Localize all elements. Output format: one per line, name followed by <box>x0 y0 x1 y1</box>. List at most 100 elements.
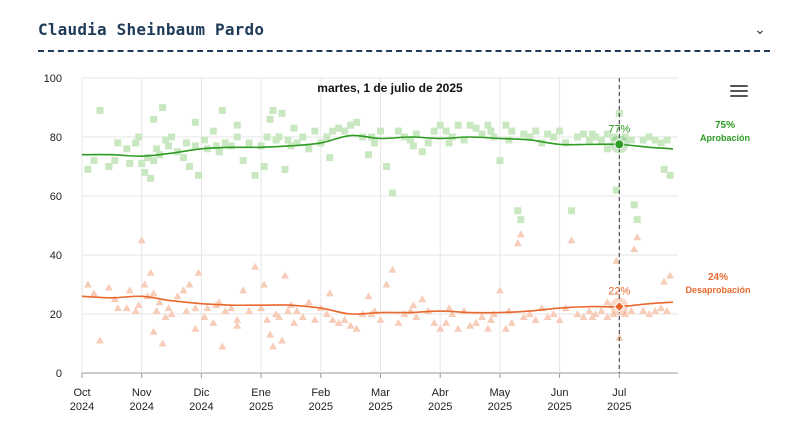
disapproval-point <box>245 307 254 315</box>
chevron-down-icon[interactable]: ⌄ <box>754 22 766 38</box>
disapproval-point <box>227 304 236 312</box>
disapproval-point <box>149 289 158 297</box>
disapproval-point <box>483 324 492 332</box>
approval-point <box>490 133 498 141</box>
disapproval-point <box>185 280 194 288</box>
x-tick-label-year: 2025 <box>607 401 631 413</box>
x-tick-label: May <box>490 387 511 399</box>
disapproval-point <box>134 301 143 309</box>
approval-point <box>266 115 274 123</box>
approval-point <box>263 133 271 141</box>
disapproval-point <box>158 339 167 347</box>
x-tick-label: Oct <box>73 387 90 399</box>
disapproval-point <box>519 312 528 320</box>
approval-point <box>574 133 582 141</box>
x-tick-label-year: 2025 <box>249 401 273 413</box>
legend-disapproval-value: 24% <box>707 272 728 283</box>
disapproval-point <box>322 310 331 317</box>
approval-point <box>293 139 301 147</box>
disapproval-point <box>209 318 218 326</box>
approval-point <box>630 201 638 209</box>
disapproval-point <box>486 315 495 323</box>
disapproval-point <box>585 307 594 315</box>
disapproval-point <box>304 298 313 306</box>
x-tick-label: Jul <box>612 387 626 399</box>
disapproval-point <box>221 307 230 315</box>
disapproval-point <box>412 312 421 320</box>
y-tick-label: 40 <box>50 250 62 262</box>
disapproval-point <box>472 318 481 326</box>
y-tick-label: 100 <box>44 73 62 85</box>
approval-point <box>448 133 456 141</box>
disapproval-point <box>448 310 457 317</box>
disapproval-point <box>260 280 269 288</box>
approval-point <box>436 121 444 129</box>
disapproval-point <box>277 336 286 344</box>
approval-point <box>168 133 176 141</box>
disapproval-point <box>430 318 439 326</box>
disapproval-point <box>573 310 582 317</box>
approval-point <box>239 157 247 165</box>
approval-point <box>111 157 119 165</box>
approval-point <box>532 127 540 135</box>
x-tick-label-year: 2025 <box>309 401 333 413</box>
y-tick-label: 0 <box>56 368 62 380</box>
disapproval-point <box>630 245 639 253</box>
approval-point <box>496 157 504 165</box>
approval-point <box>194 171 202 179</box>
disapproval-point <box>364 292 373 300</box>
disapproval-point <box>266 330 275 338</box>
approval-point <box>430 127 438 135</box>
x-tick-label-year: 2024 <box>70 401 94 413</box>
disapproval-point <box>660 277 669 285</box>
approval-point <box>621 133 629 141</box>
disapproval-point <box>418 295 427 303</box>
approval-point <box>585 136 593 144</box>
approval-point <box>588 130 596 138</box>
disapproval-point <box>507 318 516 326</box>
disapproval-point <box>263 315 272 323</box>
legend-approval: 75% Aprobación <box>690 120 760 143</box>
approval-point <box>221 139 229 147</box>
disapproval-point <box>173 292 182 300</box>
hamburger-menu-icon[interactable] <box>728 82 750 98</box>
approval-point <box>245 139 253 147</box>
approval-point <box>251 171 259 179</box>
approval-point <box>281 165 289 173</box>
x-tick-label-year: 2025 <box>428 401 452 413</box>
disapproval-point <box>218 342 227 350</box>
disapproval-point <box>603 298 612 306</box>
approval-point <box>478 130 486 138</box>
approval-point <box>218 106 226 114</box>
disapproval-point <box>603 312 612 320</box>
y-tick-label: 20 <box>50 309 62 321</box>
page-title: Claudia Sheinbaum Pardo <box>38 20 265 39</box>
disapproval-point <box>466 321 475 329</box>
x-tick-label: Nov <box>132 387 152 399</box>
approval-point <box>299 133 307 141</box>
approval-point <box>123 145 131 153</box>
approval-point <box>660 165 668 173</box>
approval-point <box>603 130 611 138</box>
disapproval-point <box>182 307 191 315</box>
disapproval-point <box>609 310 618 317</box>
x-tick-label: Mar <box>371 387 390 399</box>
disapproval-point <box>400 310 409 317</box>
disapproval-point <box>588 312 597 320</box>
disapproval-point <box>200 312 209 320</box>
approval-point <box>526 133 534 141</box>
approval-point <box>502 121 510 129</box>
approval-point <box>365 151 373 159</box>
approval-point <box>335 124 343 132</box>
approval-point <box>466 121 474 129</box>
approval-point <box>639 136 647 144</box>
approval-point <box>90 157 98 165</box>
approval-point <box>84 165 92 173</box>
disapproval-point <box>161 312 170 320</box>
approval-point <box>487 127 495 135</box>
approval-point <box>191 118 199 126</box>
approval-point <box>284 136 292 144</box>
disapproval-point <box>639 307 648 315</box>
disapproval-point <box>122 304 131 312</box>
disapproval-point <box>454 324 463 332</box>
